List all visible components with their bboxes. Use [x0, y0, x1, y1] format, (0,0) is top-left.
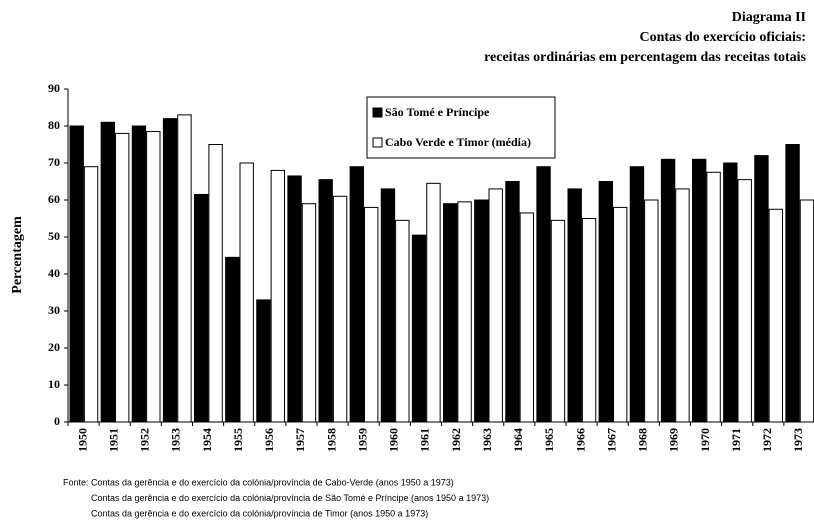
- x-tick-label: 1963: [480, 428, 494, 452]
- x-tick-label: 1954: [200, 428, 214, 452]
- bar: [332, 195, 348, 423]
- x-tick-label: 1951: [106, 428, 120, 452]
- bar: [567, 188, 582, 423]
- bar: [239, 162, 254, 423]
- y-tick-label: 30: [48, 303, 60, 317]
- chart-subtitle: Contas do exercício oficiais:: [639, 30, 806, 45]
- bar: [660, 158, 676, 423]
- y-tick-label: 50: [48, 229, 60, 243]
- bar: [426, 182, 441, 423]
- y-tick-label: 70: [48, 155, 60, 169]
- bar: [675, 188, 690, 423]
- bar: [768, 208, 784, 423]
- x-tick-label: 1973: [791, 428, 805, 452]
- bar: [457, 201, 472, 423]
- x-tick-label: 1956: [262, 428, 276, 452]
- x-tick-label: 1969: [667, 428, 681, 452]
- bar: [364, 206, 379, 423]
- y-tick-label: 60: [48, 192, 60, 206]
- chart-title: Diagrama II: [732, 10, 806, 25]
- x-tick-label: 1964: [511, 428, 525, 452]
- bar: [598, 181, 614, 423]
- x-tick-label: 1965: [542, 428, 556, 452]
- bar: [380, 188, 396, 423]
- x-tick-label: 1971: [729, 428, 743, 452]
- x-tick-label: 1967: [604, 428, 618, 452]
- bar: [100, 121, 116, 423]
- bar: [536, 166, 551, 423]
- y-tick-label: 10: [48, 377, 60, 391]
- bar: [443, 203, 458, 423]
- x-tick-label: 1970: [698, 428, 712, 452]
- x-tick-label: 1961: [418, 428, 432, 452]
- bar: [706, 171, 721, 423]
- bar: [301, 203, 317, 423]
- bar: [194, 193, 209, 423]
- bar: [256, 299, 271, 423]
- x-tick-label: 1960: [387, 428, 401, 452]
- x-tick-label: 1958: [324, 428, 338, 452]
- legend-swatch: [372, 107, 383, 118]
- bar: [349, 166, 365, 423]
- x-tick-label: 1972: [760, 428, 774, 452]
- bar: [474, 199, 489, 423]
- bar: [270, 169, 286, 423]
- y-tick-label: 90: [48, 81, 60, 95]
- bar: [395, 219, 410, 423]
- x-tick-label: 1950: [75, 428, 89, 452]
- x-tick-label: 1955: [231, 428, 245, 452]
- y-axis-label: Percentagem: [10, 216, 25, 294]
- y-tick-label: 0: [54, 414, 60, 428]
- bar: [287, 175, 302, 423]
- x-tick-label: 1968: [636, 428, 650, 452]
- bar: [318, 179, 333, 423]
- y-tick-label: 40: [48, 266, 60, 280]
- source-note: Contas da gerência e do exercício da col…: [91, 493, 489, 503]
- chart-subtitle: receitas ordinárias em percentagem das r…: [484, 50, 806, 65]
- bar: [692, 158, 707, 423]
- bar: [162, 118, 178, 423]
- bar: [225, 256, 240, 423]
- bar: [146, 131, 161, 423]
- source-note: Contas da gerência e do exercício da col…: [91, 508, 428, 518]
- bar: [785, 144, 800, 423]
- x-tick-label: 1952: [138, 428, 152, 452]
- legend-label: São Tomé e Príncipe: [385, 105, 490, 119]
- bar: [737, 179, 752, 423]
- bar: [115, 132, 130, 423]
- y-tick-label: 20: [48, 340, 60, 354]
- bar: [799, 199, 814, 423]
- bar: [83, 166, 99, 423]
- bar: [208, 144, 223, 423]
- legend-swatch: [372, 137, 383, 148]
- bar: [177, 114, 192, 423]
- source-note: Fonte: Contas da gerência e do exercício…: [63, 477, 454, 487]
- bar: [488, 188, 503, 423]
- bar: [723, 162, 738, 423]
- bar: [581, 218, 597, 423]
- x-tick-label: 1962: [449, 428, 463, 452]
- bar: [131, 125, 147, 423]
- bar: [754, 155, 769, 423]
- bar: [505, 181, 520, 423]
- y-tick-label: 80: [48, 118, 60, 132]
- bar: [629, 166, 645, 423]
- x-tick-label: 1953: [169, 428, 183, 452]
- x-tick-label: 1966: [573, 428, 587, 452]
- legend-box: [366, 96, 556, 159]
- bar: [519, 212, 535, 423]
- bar: [69, 125, 84, 423]
- x-tick-label: 1959: [355, 428, 369, 452]
- bar: [613, 206, 628, 423]
- legend-label: Cabo Verde e Timor (média): [385, 135, 531, 149]
- x-tick-label: 1957: [293, 428, 307, 452]
- bar: [644, 199, 659, 423]
- bar: [550, 219, 566, 423]
- bar: [411, 234, 427, 423]
